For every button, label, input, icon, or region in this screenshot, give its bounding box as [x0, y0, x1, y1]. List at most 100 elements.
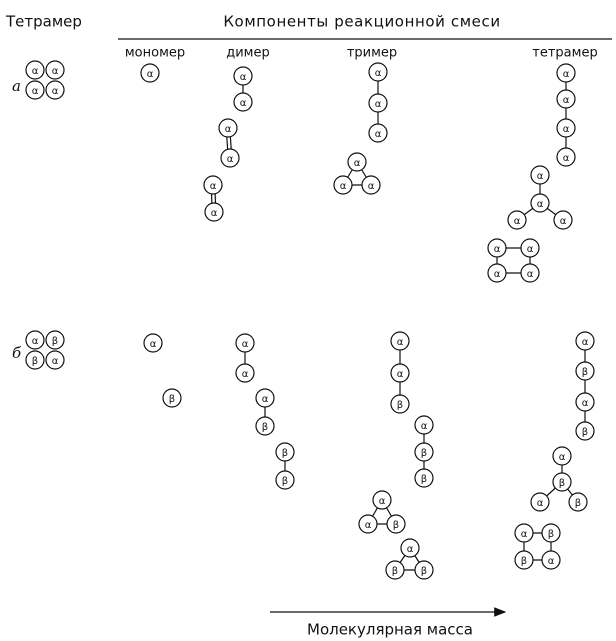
subunit-label: α [147, 69, 154, 80]
subunit-label: α [494, 244, 501, 255]
subunit-label: α [32, 86, 39, 97]
subunit-label: α [340, 181, 347, 192]
subunit-label: β [548, 529, 554, 540]
subunit [255, 388, 275, 408]
subunit [361, 175, 381, 195]
subunit [386, 514, 406, 534]
subunit [255, 416, 275, 436]
subunit [333, 175, 353, 195]
subunit-label: α [365, 520, 372, 531]
subunit-label: α [225, 124, 232, 135]
subunit [275, 470, 295, 490]
subunit-label: β [397, 400, 403, 411]
subunit-label: β [421, 448, 427, 459]
subunit [556, 118, 576, 138]
subunit [568, 492, 588, 512]
subunit [372, 490, 392, 510]
subunit-label: α [563, 95, 570, 106]
subunit-label: β [582, 367, 588, 378]
subunit-label: α [354, 158, 361, 169]
subunit-label: α [563, 69, 570, 80]
subunit [520, 238, 540, 258]
subunit [514, 523, 534, 543]
column-label: тример [347, 46, 397, 61]
subunit [414, 415, 434, 435]
subunit-label: α [150, 339, 157, 350]
subunit [143, 333, 163, 353]
tetramer-heading: Тетрамер [5, 13, 82, 31]
subunit [368, 93, 388, 113]
subunit [358, 514, 378, 534]
subunit-label: β [282, 476, 288, 487]
subunit-label: α [527, 269, 534, 280]
subunit-label: α [32, 66, 39, 77]
subunit [530, 193, 550, 213]
components-heading: Компоненты реакционной смеси [223, 13, 500, 31]
subunit-label: α [397, 337, 404, 348]
subunit [390, 363, 410, 383]
subunit-label: β [559, 478, 565, 489]
subunit-label: α [537, 199, 544, 210]
subunit-label: α [210, 181, 217, 192]
subunit-label: β [521, 556, 527, 567]
subunit [556, 147, 576, 167]
subunit-label: α [421, 421, 428, 432]
subunit [575, 361, 595, 381]
subunit-label: α [397, 369, 404, 380]
subunit [347, 152, 367, 172]
subunit [414, 442, 434, 462]
subunit-label: α [211, 208, 218, 219]
subunit-label: α [560, 216, 567, 227]
subunit [220, 148, 240, 168]
subunit-label: β [421, 566, 427, 577]
subunit-label: β [392, 566, 398, 577]
subunit-label: β [575, 498, 581, 509]
subunit-label: β [32, 356, 38, 367]
subunit [25, 330, 45, 350]
subunit-label: α [407, 544, 414, 555]
subunit [140, 63, 160, 83]
subunit-label: β [282, 448, 288, 459]
subunit-label: β [582, 427, 588, 438]
subunit [368, 62, 388, 82]
subunit-label: α [514, 216, 521, 227]
subunit-label: α [52, 356, 59, 367]
subunit-label: α [521, 529, 528, 540]
subunit-label: β [52, 336, 58, 347]
subunit [552, 472, 572, 492]
subunit [507, 210, 527, 230]
column-label: димер [226, 46, 270, 61]
subunit [385, 560, 405, 580]
subunit [25, 80, 45, 100]
axis-label: Молекулярная масса [307, 621, 473, 639]
subunit-label: β [421, 474, 427, 485]
subunit-label: α [240, 72, 247, 83]
subunit-label: α [563, 124, 570, 135]
subunit [275, 442, 295, 462]
subunit-label: α [242, 339, 249, 350]
subunit-label: β [393, 520, 399, 531]
subunit [45, 60, 65, 80]
subunit [390, 331, 410, 351]
subunit [203, 175, 223, 195]
subunit [400, 538, 420, 558]
subunit-label: α [375, 99, 382, 110]
subunit [530, 492, 550, 512]
subunit [233, 92, 253, 112]
subunit-label: α [379, 496, 386, 507]
subunit-label: α [52, 86, 59, 97]
subunit [45, 350, 65, 370]
row-label: а [12, 77, 21, 95]
subunit [25, 60, 45, 80]
subunit [556, 89, 576, 109]
subunit [487, 238, 507, 258]
subunit [235, 363, 255, 383]
subunit-label: α [537, 171, 544, 182]
subunit-label: α [240, 98, 247, 109]
subunit-label: α [563, 153, 570, 164]
subunit [45, 80, 65, 100]
subunit-label: α [527, 244, 534, 255]
subunit [556, 63, 576, 83]
subunit-label: α [537, 498, 544, 509]
